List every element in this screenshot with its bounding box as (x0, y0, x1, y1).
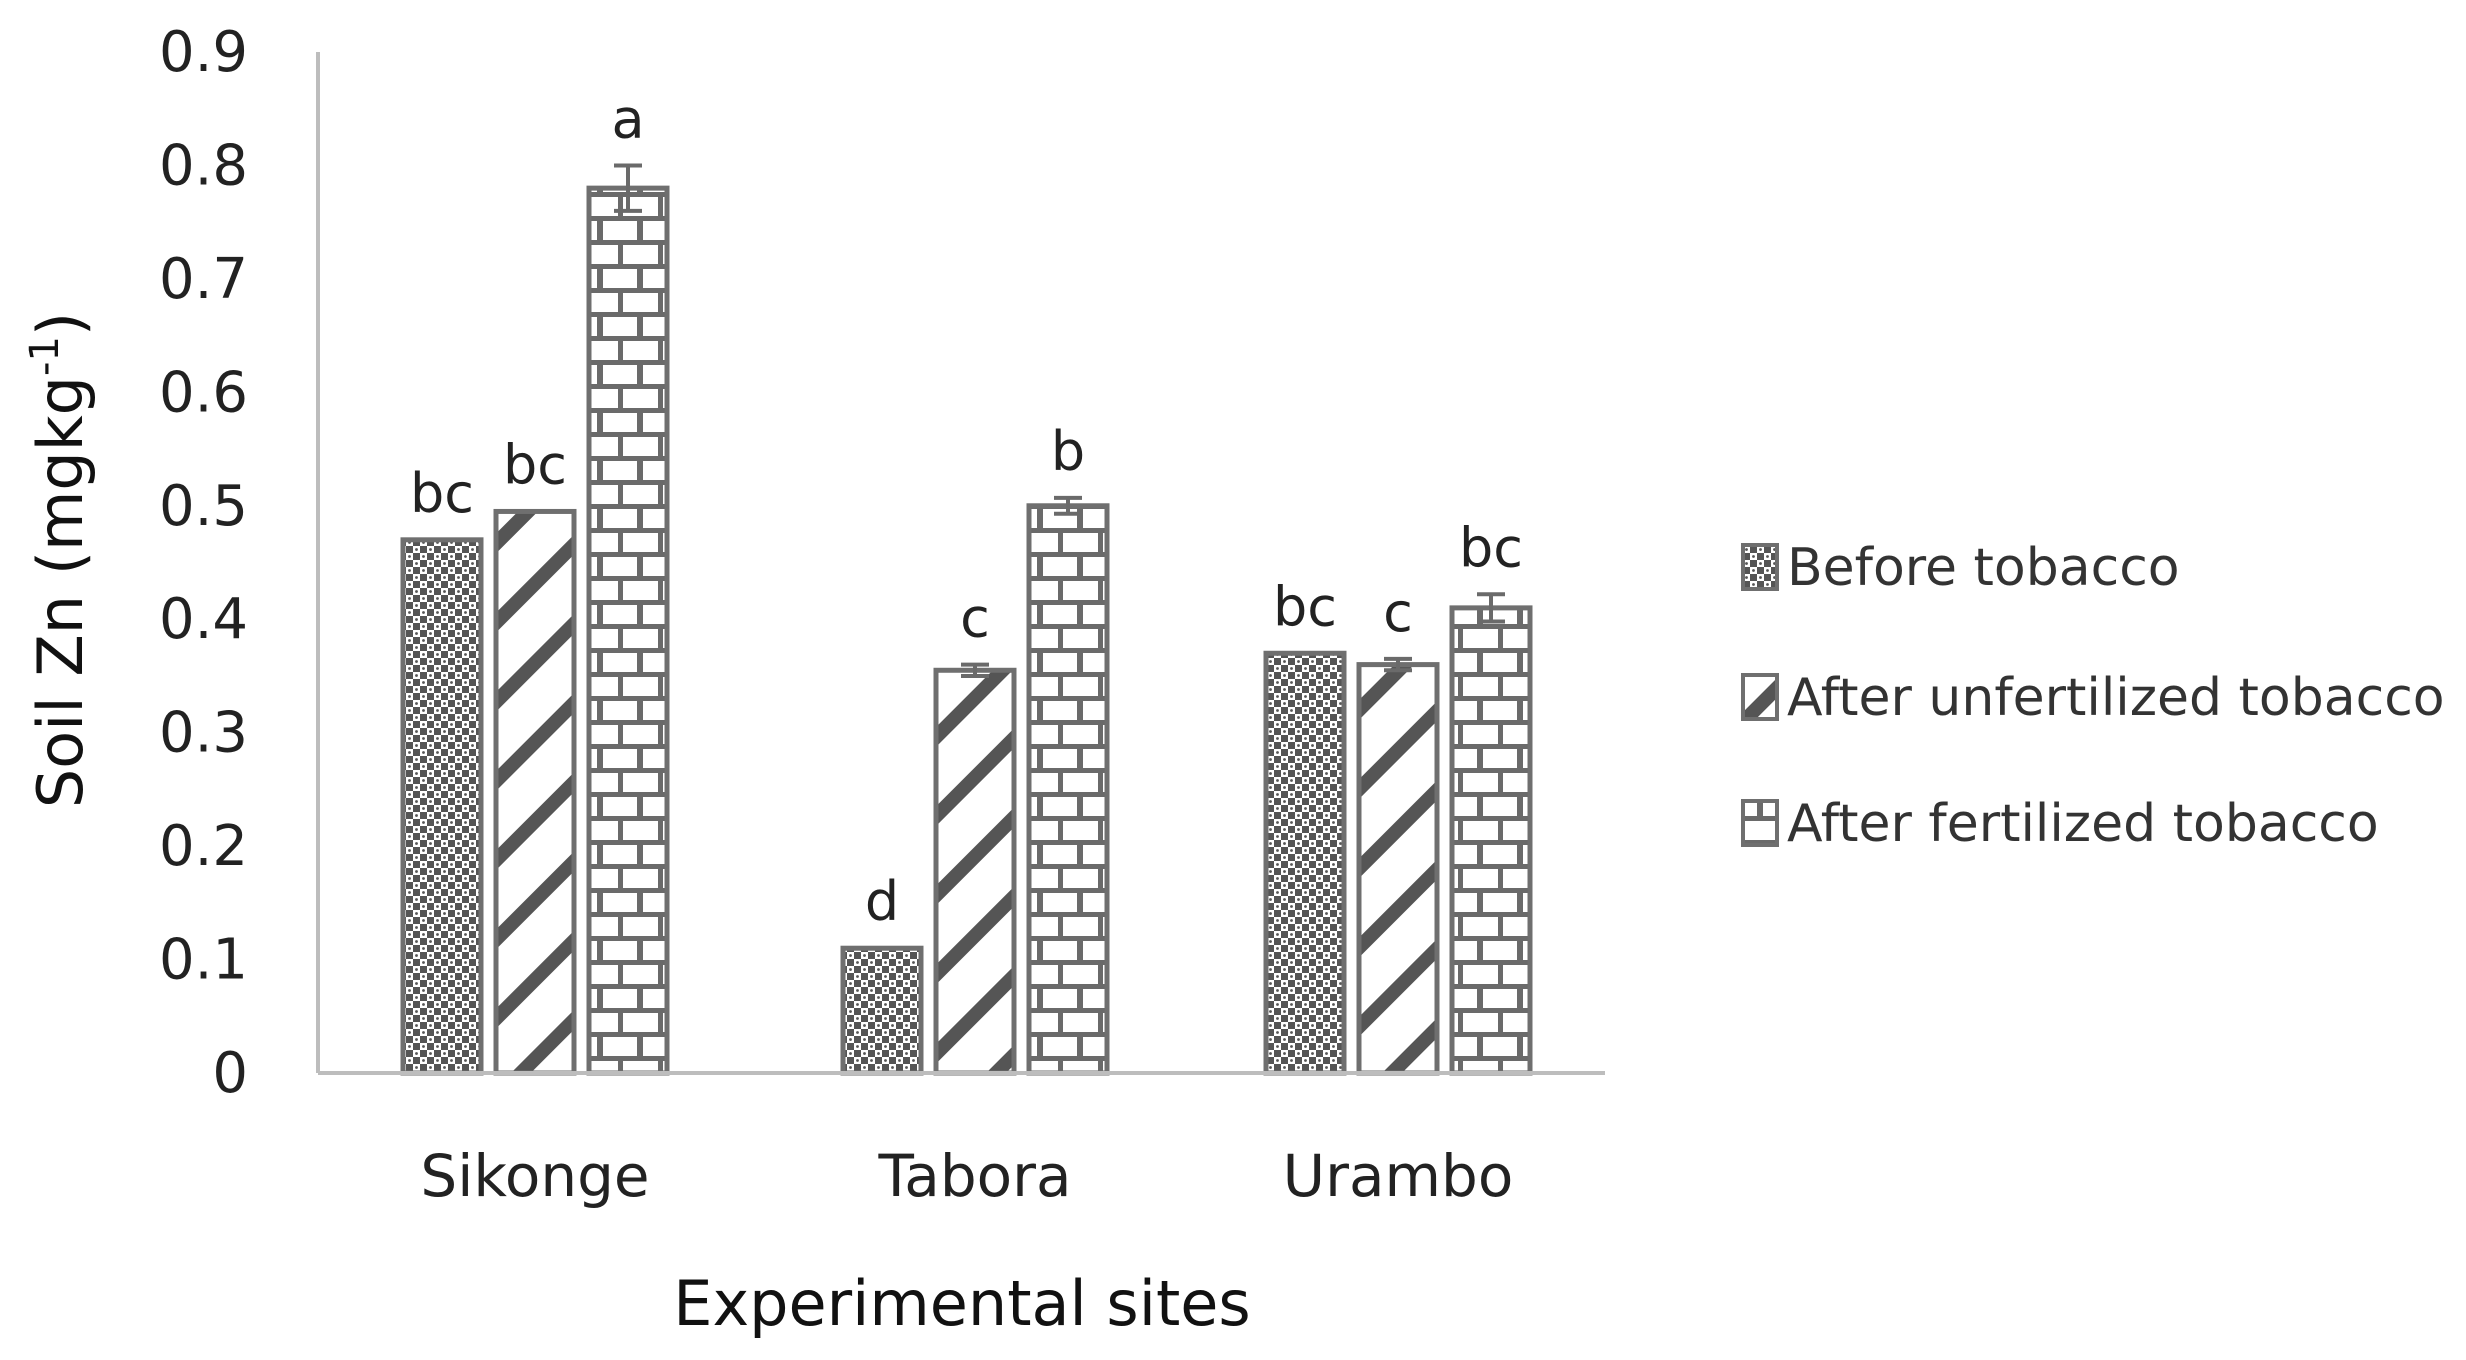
x-category-label: Sikonge (420, 1142, 649, 1210)
x-axis-categories: Sikonge Tabora Urambo (420, 1142, 1513, 1210)
y-axis-title: Soil Zn (mgkg-1) (22, 312, 97, 808)
bar-sikonge-series-2 (493, 508, 577, 1076)
legend-item: After unfertilized tobacco (1741, 668, 2445, 728)
bar-urambo-series-1 (1263, 650, 1347, 1076)
error-bar (1054, 495, 1082, 516)
legend-swatch (1741, 543, 1779, 591)
significance-label: bc (410, 462, 474, 525)
y-tick-label: 0 (212, 1041, 248, 1106)
y-tick-label: 0.3 (159, 701, 248, 766)
legend-label: Before tobacco (1787, 538, 2180, 598)
bar-group-urambo: bc cbc (1263, 516, 1533, 1076)
legend-label: After fertilized tobacco (1787, 794, 2379, 854)
bar-group-tabora: d c b (840, 420, 1110, 1076)
significance-label: a (611, 87, 644, 150)
legend-swatch (1741, 799, 1779, 847)
y-axis-title-superscript: -1 (22, 336, 68, 376)
bar-sikonge-series-1 (400, 537, 484, 1076)
y-axis-title-main: Soil Zn (mgkg (24, 376, 97, 808)
x-category-label: Urambo (1283, 1142, 1514, 1210)
y-tick-label: 0.1 (159, 928, 248, 993)
y-tick-label: 0.9 (159, 20, 248, 85)
bar-urambo-series-3 (1449, 605, 1533, 1076)
bar-tabora-series-3 (1026, 503, 1110, 1076)
y-axis-ticks: 0 0.1 0.2 0.3 0.4 0.5 0.6 0.7 0.8 0.9 (159, 20, 248, 1106)
significance-label: c (960, 587, 990, 650)
error-bar (1384, 656, 1412, 673)
significance-label: bc (1459, 516, 1523, 579)
y-axis-title-close: ) (24, 312, 97, 336)
y-tick-label: 0.4 (159, 587, 248, 652)
significance-label: bc (1273, 575, 1337, 638)
significance-label: d (865, 870, 899, 933)
significance-label: b (1051, 420, 1085, 483)
significance-label: bc (503, 433, 567, 496)
legend-swatch (1741, 673, 1779, 721)
y-tick-label: 0.2 (159, 814, 248, 879)
bar-tabora-series-1 (840, 945, 924, 1076)
error-bar (961, 662, 989, 678)
bar-urambo-series-2 (1356, 662, 1440, 1076)
y-tick-label: 0.8 (159, 133, 248, 198)
bar-group-sikonge: bc bc a (400, 87, 670, 1076)
significance-label: c (1383, 581, 1413, 644)
error-bar (614, 163, 642, 213)
legend-label: After unfertilized tobacco (1787, 668, 2445, 728)
error-bar (1477, 592, 1505, 624)
y-tick-label: 0.5 (159, 474, 248, 539)
legend-item: Before tobacco (1741, 538, 2180, 598)
bar-tabora-series-2 (933, 667, 1017, 1076)
y-tick-label: 0.7 (159, 247, 248, 312)
legend: Before tobacco After unfertilized tobacco… (1741, 538, 2445, 854)
bar-sikonge-series-3 (586, 185, 670, 1076)
x-category-label: Tabora (877, 1142, 1071, 1210)
legend-item: After fertilized tobacco (1741, 794, 2379, 854)
y-tick-label: 0.6 (159, 360, 248, 425)
x-axis-title: Experimental sites (673, 1267, 1250, 1340)
